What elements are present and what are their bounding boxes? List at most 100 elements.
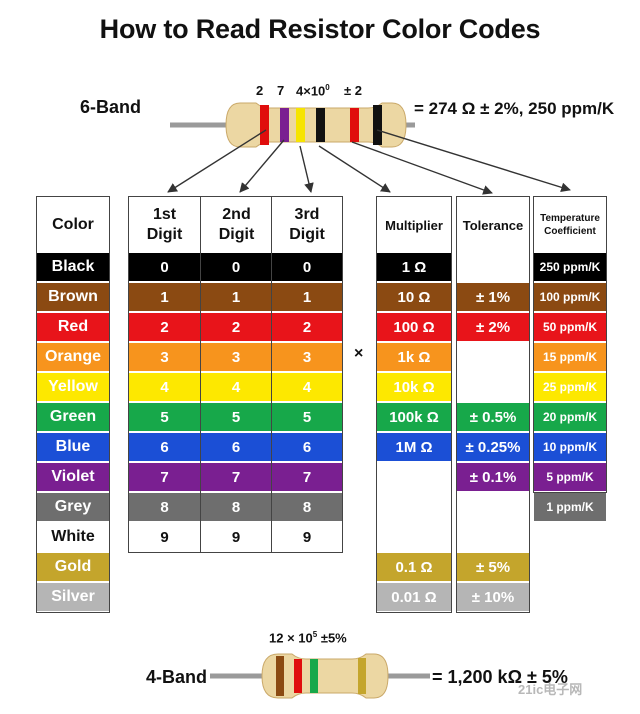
second-digit-cell: 6 bbox=[201, 433, 271, 461]
four-band-annotation: 12 × 105 ±5% bbox=[269, 630, 347, 646]
six-band-label: 6-Band bbox=[80, 97, 142, 117]
tolerance-cell bbox=[457, 343, 529, 371]
tolerance-cell bbox=[457, 373, 529, 401]
tolerance-cell: ± 5% bbox=[457, 553, 529, 581]
second-digit-cell: 7 bbox=[201, 463, 271, 491]
multiplier-cell: 100k Ω bbox=[377, 403, 451, 431]
multiplier-header: Multiplier bbox=[385, 217, 443, 233]
third-digit-cell: 5 bbox=[272, 403, 342, 431]
color-cell: Silver bbox=[37, 583, 109, 611]
tolerance-cell bbox=[457, 253, 529, 281]
four-band-equation: = 1,200 kΩ ± 5% bbox=[432, 667, 568, 687]
tempco-cell: 1 ppm/K bbox=[534, 493, 606, 521]
page-title: How to Read Resistor Color Codes bbox=[99, 14, 541, 44]
first-digit-cell: 3 bbox=[129, 343, 200, 371]
tolerance-cell: ± 2% bbox=[457, 313, 529, 341]
second-digit-header: 2nd Digit bbox=[218, 206, 255, 243]
six-band-stripe-4 bbox=[316, 108, 325, 142]
tempco-cell: 100 ppm/K bbox=[534, 283, 606, 311]
multiplier-cell: 10 Ω bbox=[377, 283, 451, 311]
first-digit-cell: 2 bbox=[129, 313, 200, 341]
first-digit-cell: 1 bbox=[129, 283, 200, 311]
tempco-cell: 5 ppm/K bbox=[534, 463, 606, 491]
color-cell: Green bbox=[37, 403, 109, 431]
multiplier-cell bbox=[377, 493, 451, 521]
multiplier-cell: 1 Ω bbox=[377, 253, 451, 281]
tolerance-cell: ± 1% bbox=[457, 283, 529, 311]
second-digit-cell: 2 bbox=[201, 313, 271, 341]
six-band-annotation-2: 7 bbox=[277, 83, 285, 98]
four-band-resistor-image bbox=[210, 653, 430, 699]
color-cell: Grey bbox=[37, 493, 109, 521]
first-digit-cell: 7 bbox=[129, 463, 200, 491]
multiplier-cell: 0.01 Ω bbox=[377, 583, 451, 611]
four-band-stripe-3 bbox=[310, 659, 318, 693]
first-digit-cell: 9 bbox=[129, 523, 200, 551]
second-digit-cell: 1 bbox=[201, 283, 271, 311]
tempco-cell: 20 ppm/K bbox=[534, 403, 606, 431]
color-cell: White bbox=[37, 523, 109, 551]
second-digit-cell: 8 bbox=[201, 493, 271, 521]
second-digit-cell: 0 bbox=[201, 253, 271, 281]
third-digit-cell: 3 bbox=[272, 343, 342, 371]
multiplier-cell: 1M Ω bbox=[377, 433, 451, 461]
six-band-annotation-4: ± 2 bbox=[344, 83, 362, 98]
first-digit-cell: 6 bbox=[129, 433, 200, 461]
multiplier-cell: 10k Ω bbox=[377, 373, 451, 401]
multiplier-cell: 100 Ω bbox=[377, 313, 451, 341]
color-column-header: Color bbox=[52, 216, 94, 233]
multiplier-column: Multiplier 1 Ω 10 Ω 100 Ω 1k Ω 10k Ω 100k Ω 1M… bbox=[376, 196, 452, 613]
third-digit-cell: 6 bbox=[272, 433, 342, 461]
watermark: 21ic电子网 bbox=[518, 682, 583, 697]
third-digit-cell: 9 bbox=[272, 523, 342, 551]
six-band-stripe-5 bbox=[350, 108, 359, 142]
six-band-stripe-2 bbox=[280, 108, 289, 142]
color-cell: Orange bbox=[37, 343, 109, 371]
third-digit-cell: 8 bbox=[272, 493, 342, 521]
tempco-cell: 15 ppm/K bbox=[534, 343, 606, 371]
tempco-cell: 250 ppm/K bbox=[534, 253, 606, 281]
color-cell: Black bbox=[37, 253, 109, 281]
color-cell: Gold bbox=[37, 553, 109, 581]
six-band-resistor-image bbox=[170, 102, 415, 148]
tolerance-header: Tolerance bbox=[462, 217, 524, 233]
first-digit-cell: 5 bbox=[129, 403, 200, 431]
color-cell: Blue bbox=[37, 433, 109, 461]
tolerance-cell: ± 0.25% bbox=[457, 433, 529, 461]
color-cell: Red bbox=[37, 313, 109, 341]
multiplier-cell: 1k Ω bbox=[377, 343, 451, 371]
third-digit-cell: 4 bbox=[272, 373, 342, 401]
third-digit-cell: 7 bbox=[272, 463, 342, 491]
tempco-cell: 10 ppm/K bbox=[534, 433, 606, 461]
six-band-equation: = 274 Ω ± 2%, 250 ppm/K bbox=[414, 99, 615, 118]
first-digit-cell: 8 bbox=[129, 493, 200, 521]
multiplier-cell: 0.1 Ω bbox=[377, 553, 451, 581]
multiply-sign: × bbox=[354, 345, 364, 362]
tolerance-column: Tolerance ± 1% ± 2% ± 0.5% ± 0.25% ± 0.1% ± 5… bbox=[456, 196, 530, 613]
multiplier-cell bbox=[377, 523, 451, 551]
six-band-stripe-1 bbox=[260, 105, 269, 145]
six-band-stripe-6 bbox=[373, 105, 382, 145]
tempco-cell: 25 ppm/K bbox=[534, 373, 606, 401]
tolerance-cell: ± 0.1% bbox=[457, 463, 529, 491]
third-digit-cell: 2 bbox=[272, 313, 342, 341]
tempco-cell: 50 ppm/K bbox=[534, 313, 606, 341]
four-band-stripe-1 bbox=[276, 656, 284, 696]
four-band-label: 4-Band bbox=[146, 667, 208, 687]
second-digit-cell: 4 bbox=[201, 373, 271, 401]
color-cell: Yellow bbox=[37, 373, 109, 401]
four-band-stripe-2 bbox=[294, 659, 302, 693]
four-band-stripe-4 bbox=[358, 658, 366, 694]
color-column: Color Black Brown Red Orange Yellow Green Blue… bbox=[36, 196, 110, 613]
tolerance-cell bbox=[457, 523, 529, 551]
tolerance-cell: ± 10% bbox=[457, 583, 529, 611]
second-digit-cell: 9 bbox=[201, 523, 271, 551]
six-band-stripe-3 bbox=[296, 108, 305, 142]
tempco-header: Temperature Coefficient bbox=[540, 213, 600, 237]
tolerance-cell bbox=[457, 493, 529, 521]
first-digit-cell: 4 bbox=[129, 373, 200, 401]
six-band-annotation-1: 2 bbox=[256, 83, 264, 98]
first-digit-cell: 0 bbox=[129, 253, 200, 281]
